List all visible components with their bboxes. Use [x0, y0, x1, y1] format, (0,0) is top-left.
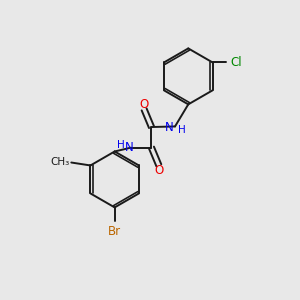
Text: O: O: [155, 164, 164, 177]
Text: N: N: [125, 141, 134, 154]
Text: Cl: Cl: [230, 56, 242, 69]
Text: H: H: [117, 140, 124, 150]
Text: N: N: [165, 121, 174, 134]
Text: H: H: [178, 125, 185, 135]
Text: CH₃: CH₃: [51, 157, 70, 167]
Text: O: O: [139, 98, 148, 111]
Text: Br: Br: [108, 225, 121, 238]
